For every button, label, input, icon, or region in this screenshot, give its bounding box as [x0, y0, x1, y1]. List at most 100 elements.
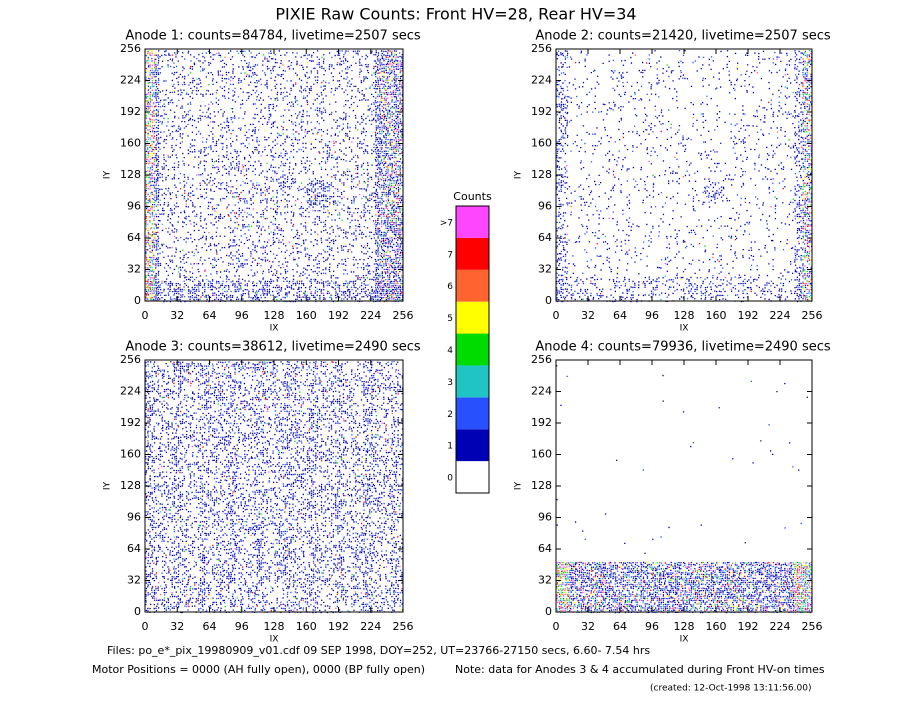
x-axis-label: IX — [270, 635, 279, 645]
y-axis-label: IY — [103, 481, 113, 490]
y-tick-label: 0 — [134, 605, 141, 618]
x-tick-label: 192 — [328, 309, 349, 322]
colorbar-swatch — [456, 397, 489, 430]
colorbar-label: 4 — [447, 346, 453, 356]
y-tick-label: 224 — [531, 385, 552, 398]
y-tick-label: 32 — [538, 263, 552, 276]
y-tick-label: 256 — [531, 353, 552, 366]
y-tick-label: 224 — [120, 74, 141, 87]
x-tick-label: 0 — [553, 620, 560, 633]
x-tick-label: 128 — [264, 309, 285, 322]
x-tick-label: 256 — [802, 620, 823, 633]
footer-note: Note: data for Anodes 3 & 4 accumulated … — [455, 663, 825, 676]
x-tick-label: 160 — [706, 620, 727, 633]
x-tick-label: 256 — [393, 620, 414, 633]
y-tick-label: 192 — [120, 416, 141, 429]
x-tick-label: 192 — [738, 620, 759, 633]
y-tick-label: 0 — [545, 605, 552, 618]
y-tick-label: 96 — [538, 200, 552, 213]
x-tick-label: 224 — [770, 620, 791, 633]
y-tick-label: 96 — [127, 511, 141, 524]
footer-motor: Motor Positions = 0000 (AH fully open), … — [92, 663, 425, 676]
x-tick-label: 160 — [296, 620, 317, 633]
x-tick-label: 256 — [802, 309, 823, 322]
y-tick-label: 192 — [531, 416, 552, 429]
x-tick-label: 128 — [674, 620, 695, 633]
x-tick-label: 160 — [706, 309, 727, 322]
colorbar-swatch — [456, 269, 489, 302]
x-tick-label: 32 — [170, 309, 184, 322]
y-tick-label: 160 — [120, 137, 141, 150]
y-tick-label: 192 — [531, 105, 552, 118]
colorbar-swatch — [456, 333, 489, 366]
x-tick-label: 128 — [264, 620, 285, 633]
colorbar-label: >7 — [440, 218, 453, 228]
count-texture — [145, 50, 404, 303]
colorbar-swatch — [456, 365, 489, 398]
x-tick-label: 96 — [235, 309, 249, 322]
y-tick-label: 160 — [531, 137, 552, 150]
x-tick-label: 0 — [142, 620, 149, 633]
figure-title: PIXIE Raw Counts: Front HV=28, Rear HV=3… — [275, 5, 636, 24]
y-tick-label: 128 — [531, 479, 552, 492]
colorbar-label: 1 — [447, 442, 453, 452]
y-tick-label: 160 — [531, 448, 552, 461]
colorbar-label: 3 — [447, 378, 453, 388]
y-tick-label: 32 — [538, 574, 552, 587]
colorbar-swatch — [456, 237, 489, 270]
x-tick-label: 64 — [203, 620, 217, 633]
colorbar-title: Counts — [453, 190, 492, 203]
y-tick-label: 256 — [120, 353, 141, 366]
x-tick-label: 128 — [674, 309, 695, 322]
colorbar-label: 0 — [447, 474, 453, 484]
y-tick-label: 224 — [531, 74, 552, 87]
x-tick-label: 64 — [613, 309, 627, 322]
colorbar-swatch — [456, 461, 489, 493]
x-tick-label: 224 — [360, 620, 381, 633]
colorbar-frame — [455, 205, 490, 494]
x-tick-label: 192 — [328, 620, 349, 633]
x-axis-label: IX — [680, 324, 689, 334]
colorbar-label: 7 — [447, 250, 453, 260]
x-tick-label: 32 — [581, 620, 595, 633]
footer-files: Files: po_e*_pix_19980909_v01.cdf 09 SEP… — [107, 644, 650, 657]
y-tick-label: 192 — [120, 105, 141, 118]
y-tick-label: 128 — [120, 479, 141, 492]
colorbar-swatch — [456, 301, 489, 334]
x-tick-label: 256 — [393, 309, 414, 322]
x-tick-label: 96 — [645, 620, 659, 633]
panel-title: Anode 1: counts=84784, livetime=2507 sec… — [125, 29, 421, 44]
y-tick-label: 0 — [545, 294, 552, 307]
y-tick-label: 96 — [127, 200, 141, 213]
y-tick-label: 32 — [127, 574, 141, 587]
y-tick-label: 256 — [531, 42, 552, 55]
y-tick-label: 96 — [538, 511, 552, 524]
x-tick-label: 64 — [203, 309, 217, 322]
y-tick-label: 256 — [120, 42, 141, 55]
panel-title: Anode 2: counts=21420, livetime=2507 sec… — [535, 29, 831, 44]
y-tick-label: 64 — [538, 231, 552, 244]
y-axis-label: IY — [103, 170, 113, 179]
x-axis-label: IX — [680, 635, 689, 645]
y-tick-label: 64 — [127, 231, 141, 244]
colorbar-label: 2 — [447, 410, 453, 420]
colorbar-swatch — [456, 206, 489, 238]
panel-title: Anode 4: counts=79936, livetime=2490 sec… — [535, 340, 831, 355]
panel-title: Anode 3: counts=38612, livetime=2490 sec… — [125, 340, 421, 355]
x-tick-label: 160 — [296, 309, 317, 322]
x-tick-label: 96 — [235, 620, 249, 633]
x-tick-label: 32 — [581, 309, 595, 322]
x-axis-label: IX — [270, 324, 279, 334]
x-tick-label: 0 — [142, 309, 149, 322]
colorbar-label: 5 — [447, 314, 453, 324]
x-tick-label: 96 — [645, 309, 659, 322]
y-tick-label: 128 — [120, 168, 141, 181]
y-tick-label: 64 — [538, 542, 552, 555]
colorbar-label: 6 — [447, 282, 453, 292]
y-tick-label: 32 — [127, 263, 141, 276]
footer-created: (created: 12-Oct-1998 13:11:56.00) — [650, 684, 811, 694]
y-tick-label: 160 — [120, 448, 141, 461]
y-tick-label: 224 — [120, 385, 141, 398]
y-axis-label: IY — [514, 170, 524, 179]
